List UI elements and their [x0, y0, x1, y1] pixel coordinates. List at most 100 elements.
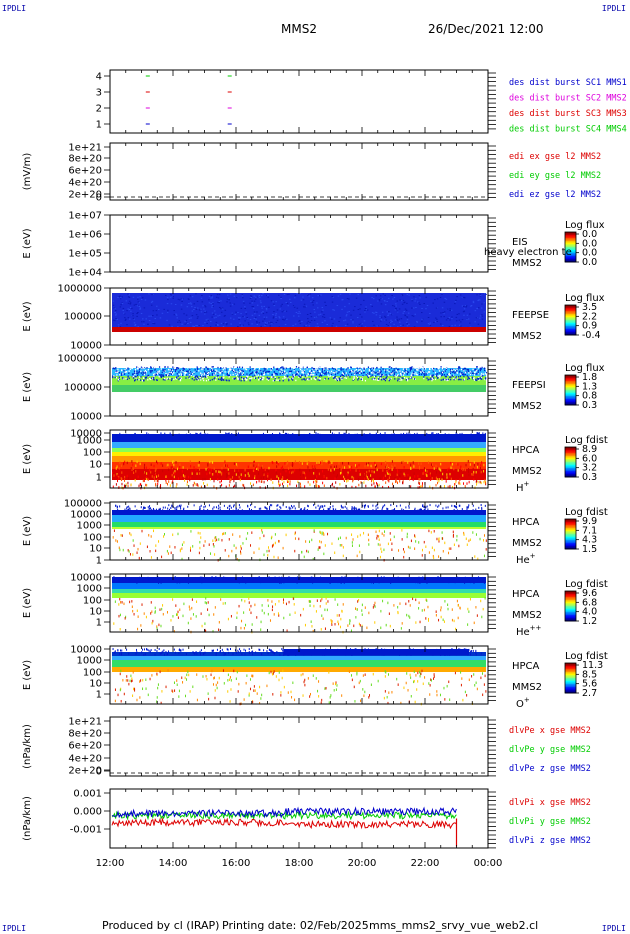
spectrogram-pixel: [121, 601, 123, 604]
spectrogram-pixel: [338, 622, 340, 626]
spectrogram-pixel: [342, 506, 344, 509]
spectrogram-pixel: [128, 477, 130, 480]
spectrogram-pixel: [215, 577, 217, 580]
spectrogram-pixel: [406, 316, 409, 318]
spectrogram-pixel: [419, 485, 421, 488]
spectrogram-pixel: [187, 322, 189, 324]
spectrogram-pixel: [483, 302, 486, 304]
spectrogram-pixel: [226, 473, 228, 476]
spectrogram-pixel: [314, 479, 316, 482]
spectrogram-pixel: [199, 378, 202, 380]
spectrogram-pixel: [329, 371, 331, 374]
spectrogram-pixel: [281, 465, 283, 469]
spectrogram-pixel: [401, 379, 403, 381]
spectrogram-pixel: [125, 377, 127, 380]
spectrogram-pixel: [380, 609, 382, 613]
spectrogram-pixel: [119, 373, 121, 376]
spectrogram-pixel: [364, 434, 366, 437]
spectrogram-pixel: [276, 435, 278, 438]
spectrogram-pixel: [132, 296, 135, 298]
spectrogram-pixel: [395, 305, 397, 307]
spectrogram-pixel: [401, 508, 403, 511]
spectrogram-pixel: [410, 539, 412, 543]
spectrogram-pixel: [432, 370, 434, 372]
spectrogram-pixel: [237, 311, 239, 313]
spectrogram-pixel: [380, 372, 382, 374]
spectrogram-pixel: [268, 321, 271, 323]
spectrogram-pixel: [449, 374, 451, 377]
spectrogram-pixel: [351, 541, 353, 544]
spectrogram-pixel: [238, 581, 240, 584]
spectrogram-pixel: [313, 316, 316, 318]
spectrogram-pixel: [130, 310, 132, 312]
spectrogram-pixel: [424, 368, 427, 370]
spectrogram-pixel: [459, 294, 462, 296]
spectrogram-pixel: [265, 368, 267, 370]
spectrogram-pixel: [185, 370, 187, 373]
spectrogram-pixel: [315, 610, 317, 613]
spacecraft-label: MMS2: [512, 258, 542, 269]
panel-5: [104, 429, 579, 490]
spectrogram-pixel: [244, 308, 246, 310]
spectrogram-pixel: [272, 481, 274, 484]
spectrogram-pixel: [472, 504, 474, 507]
spectrogram-pixel: [202, 377, 204, 380]
spectrogram-pixel: [305, 437, 307, 440]
spectrogram-pixel: [479, 437, 481, 440]
colorbar-cell: [565, 457, 576, 460]
spectrogram-pixel: [478, 299, 480, 301]
colorbar-cell: [565, 528, 576, 530]
spectrogram-pixel: [294, 532, 296, 536]
spectrogram-pixel: [262, 378, 264, 381]
spectrogram-pixel: [409, 604, 411, 607]
spectrogram-pixel: [399, 602, 401, 605]
spectrogram-pixel: [121, 471, 123, 474]
spectrogram-pixel: [241, 598, 243, 602]
spectrogram-pixel: [369, 373, 371, 375]
spectrogram-pixel: [309, 321, 311, 323]
spectrogram-pixel: [209, 552, 211, 555]
spectrogram-pixel: [158, 474, 160, 477]
spectrogram-pixel: [482, 432, 484, 435]
spectrogram-pixel: [297, 312, 299, 314]
spectrogram-pixel: [385, 366, 387, 368]
spectrogram-pixel: [307, 377, 309, 380]
spectrogram-pixel: [437, 367, 439, 369]
spectrogram-pixel: [406, 377, 408, 379]
spectrogram-pixel: [413, 326, 416, 328]
spectrogram-pixel: [364, 311, 366, 313]
spectrogram-pixel: [282, 366, 284, 368]
colorbar-cell: [565, 250, 576, 252]
spectrogram-pixel: [333, 318, 336, 320]
spectrogram-pixel: [191, 470, 193, 474]
spectrogram-pixel: [244, 599, 246, 603]
y-axis-label: E (eV): [22, 516, 33, 546]
spectrogram-pixel: [364, 379, 367, 382]
spectrogram-pixel: [150, 304, 153, 306]
spectrogram-pixel: [127, 436, 129, 439]
spectrogram-pixel: [287, 462, 289, 465]
spectrogram-pixel: [373, 371, 375, 373]
spectrogram-pixel: [252, 307, 255, 309]
spectrogram-pixel: [156, 372, 158, 374]
spectrogram-pixel: [190, 530, 192, 533]
spectrogram-pixel: [390, 367, 393, 369]
x-tick-label: 20:00: [348, 858, 377, 869]
spectrogram-pixel: [397, 373, 399, 376]
spectrogram-pixel: [371, 374, 373, 376]
spectrogram-pixel: [220, 598, 222, 601]
spectrogram-pixel: [138, 371, 140, 374]
spectrogram-pixel: [274, 376, 276, 379]
spectrogram-pixel: [211, 296, 214, 298]
spectrogram-pixel: [112, 300, 115, 302]
spectrogram-pixel: [442, 618, 444, 622]
spectrogram-pixel: [195, 314, 198, 316]
spectrogram-pixel: [392, 370, 394, 372]
spectrogram-pixel: [117, 296, 119, 298]
spectrogram-pixel: [274, 377, 276, 380]
spectrogram-pixel: [118, 436, 120, 439]
spectrogram-pixel: [227, 432, 229, 435]
spectrogram-pixel: [426, 470, 428, 473]
spectrogram-pixel: [263, 480, 265, 484]
spectrogram-pixel: [194, 576, 196, 579]
